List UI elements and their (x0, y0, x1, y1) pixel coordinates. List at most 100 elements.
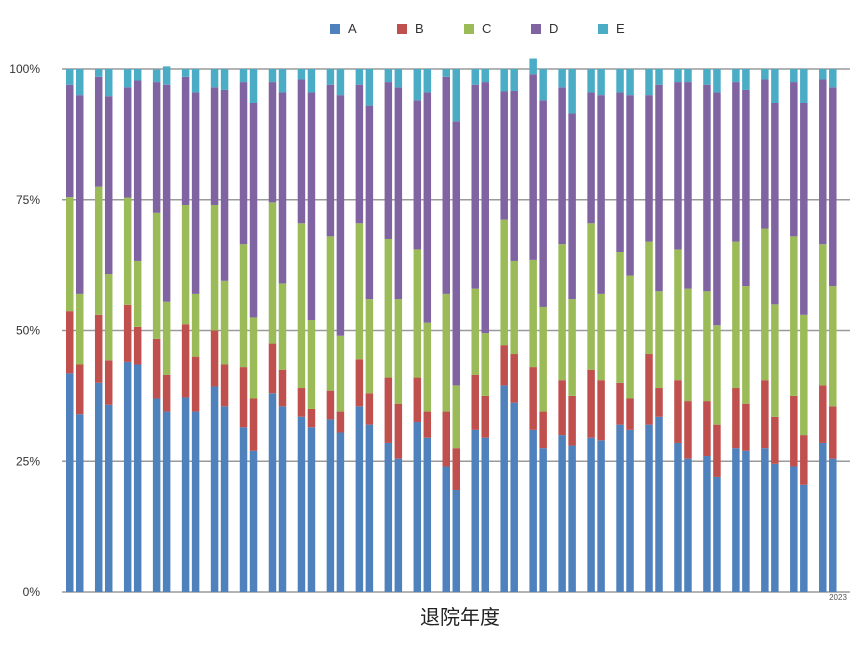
bar-segment-C (423, 322, 432, 412)
bar-segment-E (365, 69, 374, 106)
bar-segment-A (365, 424, 374, 592)
bar-segment-B (558, 380, 566, 436)
bar-segment-C (210, 204, 219, 331)
bar-segment-D (249, 102, 258, 318)
bar-segment-B (249, 398, 258, 451)
legend-label-D: D (549, 21, 558, 36)
bar-segment-E (732, 69, 740, 83)
bar-segment-E (220, 69, 229, 90)
bar-segment-A (278, 406, 287, 592)
bar-segment-E (703, 69, 711, 85)
bar-segment-E (152, 69, 161, 83)
bar-segment-D (133, 80, 142, 261)
bar-segment-C (66, 197, 74, 312)
bar-segment-C (297, 223, 306, 389)
bar-segment-D (181, 76, 190, 205)
bar-segment-B (800, 435, 808, 485)
bar-segment-A (355, 406, 364, 592)
bar-segment-C (133, 260, 142, 327)
bar-segment-D (94, 76, 103, 187)
bar-segment-B (568, 395, 576, 446)
bar-segment-C (94, 186, 103, 315)
bar-segment-E (742, 69, 750, 90)
bar-segment-C (394, 299, 403, 404)
bar-segment-E (761, 69, 769, 80)
bar-segment-B (732, 388, 740, 449)
bar-segment-B (510, 354, 518, 403)
bar-segment-E (771, 69, 779, 103)
bar-segment-C (829, 286, 837, 407)
bar-segment-C (307, 320, 316, 409)
bar-segment-B (471, 374, 479, 430)
bar-segment-A (162, 411, 171, 592)
bar-segment-A (413, 422, 422, 592)
bar-segment-B (123, 304, 132, 362)
bar-segment-B (355, 359, 364, 407)
bar-segment-A (742, 450, 750, 592)
bars (66, 58, 837, 592)
bar-segment-D (220, 89, 229, 281)
bar-segment-D (76, 95, 84, 294)
bar-segment-E (76, 69, 84, 96)
bar-segment-A (713, 476, 721, 592)
bar-segment-E (645, 69, 653, 96)
bar-segment-A (442, 466, 451, 592)
bar-segment-C (152, 212, 161, 339)
bar-segment-A (500, 385, 508, 592)
bar-segment-A (626, 429, 634, 592)
bar-segment-D (326, 84, 335, 237)
bar-segment-D (790, 82, 798, 237)
bar-segment-C (162, 301, 171, 375)
bar-segment-C (365, 299, 374, 394)
bar-segment-E (626, 69, 634, 96)
bar-segment-E (829, 69, 837, 88)
bar-segment-E (481, 69, 489, 83)
bar-segment-D (558, 87, 566, 245)
bar-segment-A (587, 437, 595, 592)
bar-segment-D (587, 92, 595, 224)
bar-segment-D (742, 89, 750, 287)
bar-segment-A (732, 448, 740, 592)
bar-segment-E (471, 69, 479, 85)
bar-segment-A (645, 424, 653, 592)
bar-segment-E (394, 69, 403, 88)
bar-segment-E (684, 69, 692, 83)
bar-segment-D (307, 92, 316, 321)
bar-segment-B (500, 345, 508, 386)
bar-segment-D (452, 121, 461, 386)
bar-segment-E (249, 69, 258, 103)
bar-segment-A (539, 448, 547, 592)
bar-segment-A (829, 458, 837, 592)
bar-segment-A (394, 458, 403, 592)
bar-segment-D (123, 87, 132, 198)
bar-segment-B (181, 324, 190, 398)
bar-segment-B (529, 367, 537, 430)
bar-segment-E (558, 69, 566, 88)
legend-swatch-C (464, 24, 474, 34)
bar-segment-D (297, 79, 306, 224)
bar-segment-A (249, 450, 258, 592)
bar-segment-C (674, 249, 682, 381)
bar-segment-B (210, 330, 219, 387)
bar-segment-B (191, 356, 200, 412)
bar-segment-D (732, 82, 740, 242)
bar-segment-B (713, 424, 721, 477)
bar-segment-A (297, 416, 306, 592)
legend: A B C D E (330, 21, 625, 36)
bar-segment-D (423, 92, 432, 323)
bar-segment-D (626, 95, 634, 276)
bar-segment-B (674, 380, 682, 443)
bar-segment-D (355, 84, 364, 224)
bar-segment-A (220, 406, 229, 592)
bar-segment-B (152, 338, 161, 399)
legend-swatch-A (330, 24, 340, 34)
bar-segment-C (655, 291, 663, 389)
bar-segment-B (220, 364, 229, 407)
bar-segment-A (307, 427, 316, 592)
bar-segment-C (355, 223, 364, 360)
legend-label-B: B (415, 21, 424, 36)
bar-segment-B (684, 401, 692, 459)
bar-segment-A (819, 442, 827, 592)
bar-segment-D (510, 90, 518, 261)
bar-segment-E (336, 69, 345, 96)
